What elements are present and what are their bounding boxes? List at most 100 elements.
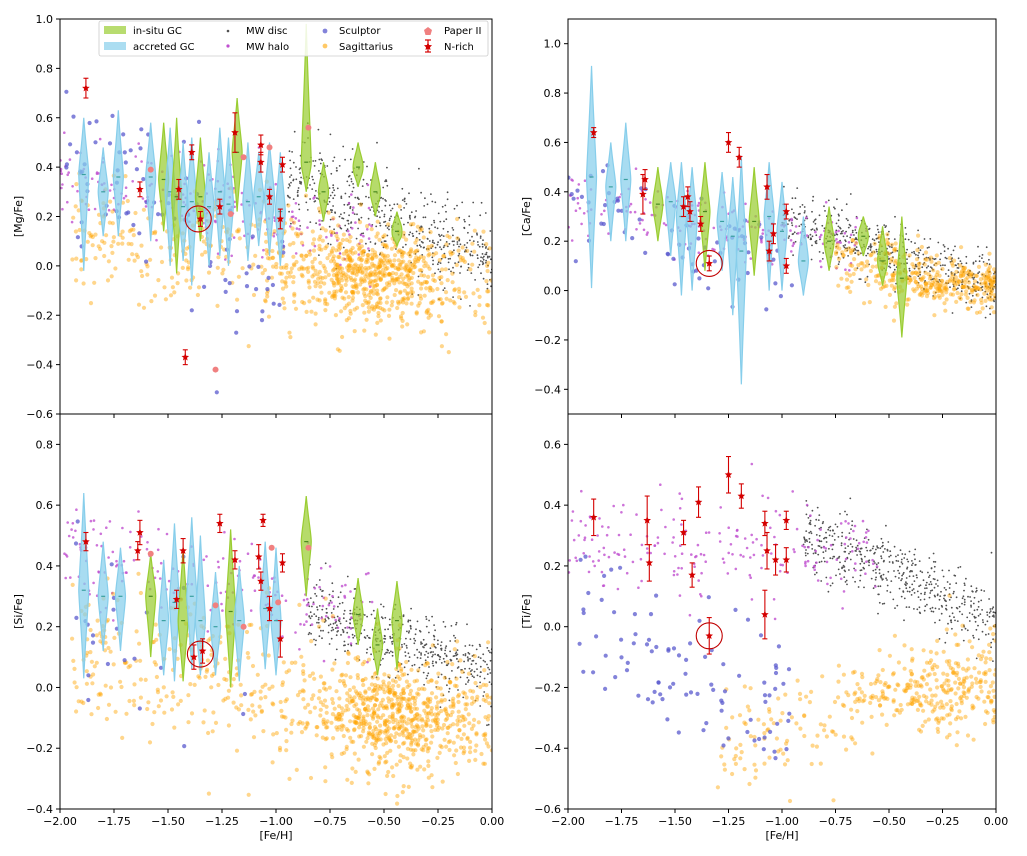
sagittarius-point — [148, 257, 153, 262]
mw-disc-point — [927, 265, 930, 267]
sagittarius-point — [398, 289, 403, 294]
mw-disc-point — [923, 270, 926, 273]
mw-disc-point — [309, 597, 312, 599]
sagittarius-point — [421, 235, 426, 240]
mw-disc-point — [911, 251, 913, 254]
sagittarius-point — [391, 702, 396, 708]
sagittarius-point — [429, 678, 434, 683]
sagittarius-point — [110, 221, 115, 226]
mw-disc-point — [390, 650, 392, 653]
mw-disc-point — [797, 213, 800, 216]
sagittarius-point — [943, 308, 948, 313]
sagittarius-point — [143, 677, 148, 683]
sagittarius-point — [377, 264, 382, 269]
sagittarius-point — [380, 253, 386, 258]
sagittarius-point — [395, 674, 400, 679]
sagittarius-point — [362, 277, 367, 282]
mw-disc-point — [456, 204, 458, 207]
sagittarius-point — [318, 707, 323, 712]
mw-disc-point — [409, 218, 411, 220]
sagittarius-point — [484, 242, 489, 247]
mw-disc-point — [807, 236, 810, 239]
mw-disc-point — [486, 663, 488, 666]
sagittarius-point — [339, 284, 344, 289]
sagittarius-point — [489, 695, 492, 700]
mw-halo-point — [241, 220, 245, 223]
mw-halo-point — [298, 648, 301, 651]
insitu-gc-violin — [352, 142, 364, 187]
nrich-star — [705, 259, 713, 267]
mw-disc-point — [437, 268, 440, 271]
mw-halo-point — [336, 239, 339, 242]
sagittarius-point — [424, 309, 430, 314]
sagittarius-point — [446, 740, 451, 745]
sagittarius-point — [373, 284, 378, 289]
sagittarius-point — [297, 689, 303, 695]
sculptor-point — [672, 282, 677, 287]
mw-halo-point — [313, 587, 317, 590]
sagittarius-point — [282, 306, 287, 311]
sagittarius-point — [429, 729, 434, 734]
mw-halo-point — [309, 249, 312, 252]
sagittarius-point — [293, 660, 298, 665]
sagittarius-point — [391, 726, 396, 731]
mw-disc-point — [440, 234, 443, 237]
sagittarius-point — [400, 714, 405, 719]
mw-disc-point — [452, 266, 454, 269]
mw-disc-point — [447, 230, 449, 233]
sagittarius-point — [394, 276, 399, 281]
sagittarius-point — [129, 227, 134, 232]
paper2-point — [275, 599, 282, 606]
mw-disc-point — [839, 232, 842, 235]
sagittarius-point — [295, 232, 301, 237]
sculptor-point — [600, 169, 606, 174]
mw-disc-point — [878, 241, 880, 244]
sagittarius-point — [426, 247, 431, 252]
mw-disc-point — [792, 212, 795, 214]
sagittarius-point — [924, 289, 929, 294]
mw-disc-point — [466, 656, 469, 659]
mw-disc-point — [369, 646, 372, 649]
sagittarius-point — [346, 295, 351, 300]
sagittarius-point — [96, 244, 101, 249]
sagittarius-point — [344, 318, 349, 323]
mw-disc-point — [422, 671, 425, 674]
sagittarius-point — [396, 703, 401, 708]
mw-halo-point — [156, 570, 160, 573]
mw-disc-point — [439, 706, 442, 709]
mw-disc-point — [385, 224, 387, 227]
mw-disc-point — [344, 627, 347, 629]
mw-halo-point — [70, 220, 74, 224]
mw-disc-point — [844, 247, 847, 250]
sagittarius-point — [416, 743, 421, 748]
mw-disc-point — [360, 632, 363, 635]
mw-disc-point — [476, 668, 478, 670]
sagittarius-point — [414, 255, 419, 260]
paper2-point — [147, 550, 154, 557]
sagittarius-point — [396, 301, 401, 306]
mw-halo-point — [98, 137, 102, 141]
mw-disc-point — [442, 621, 445, 623]
sagittarius-point — [363, 719, 368, 724]
sagittarius-point — [376, 314, 381, 319]
sagittarius-point — [375, 288, 380, 293]
mw-disc-point — [391, 641, 393, 643]
sagittarius-point — [385, 260, 390, 265]
mw-disc-point — [313, 200, 316, 203]
mw-disc-point — [347, 175, 350, 178]
sagittarius-point — [124, 711, 129, 716]
mw-disc-point — [929, 270, 931, 273]
mw-disc-point — [352, 627, 354, 629]
sagittarius-point — [835, 242, 840, 247]
sagittarius-point — [436, 711, 441, 716]
sagittarius-point — [985, 285, 990, 290]
sagittarius-point — [98, 639, 103, 644]
mw-disc-point — [919, 249, 922, 252]
sagittarius-point — [892, 287, 897, 292]
mw-disc-point — [480, 671, 482, 673]
sagittarius-point — [416, 256, 421, 261]
mw-disc-point — [321, 608, 324, 611]
mw-disc-point — [894, 291, 896, 293]
mw-disc-point — [304, 195, 307, 198]
mw-disc-point — [308, 615, 311, 618]
